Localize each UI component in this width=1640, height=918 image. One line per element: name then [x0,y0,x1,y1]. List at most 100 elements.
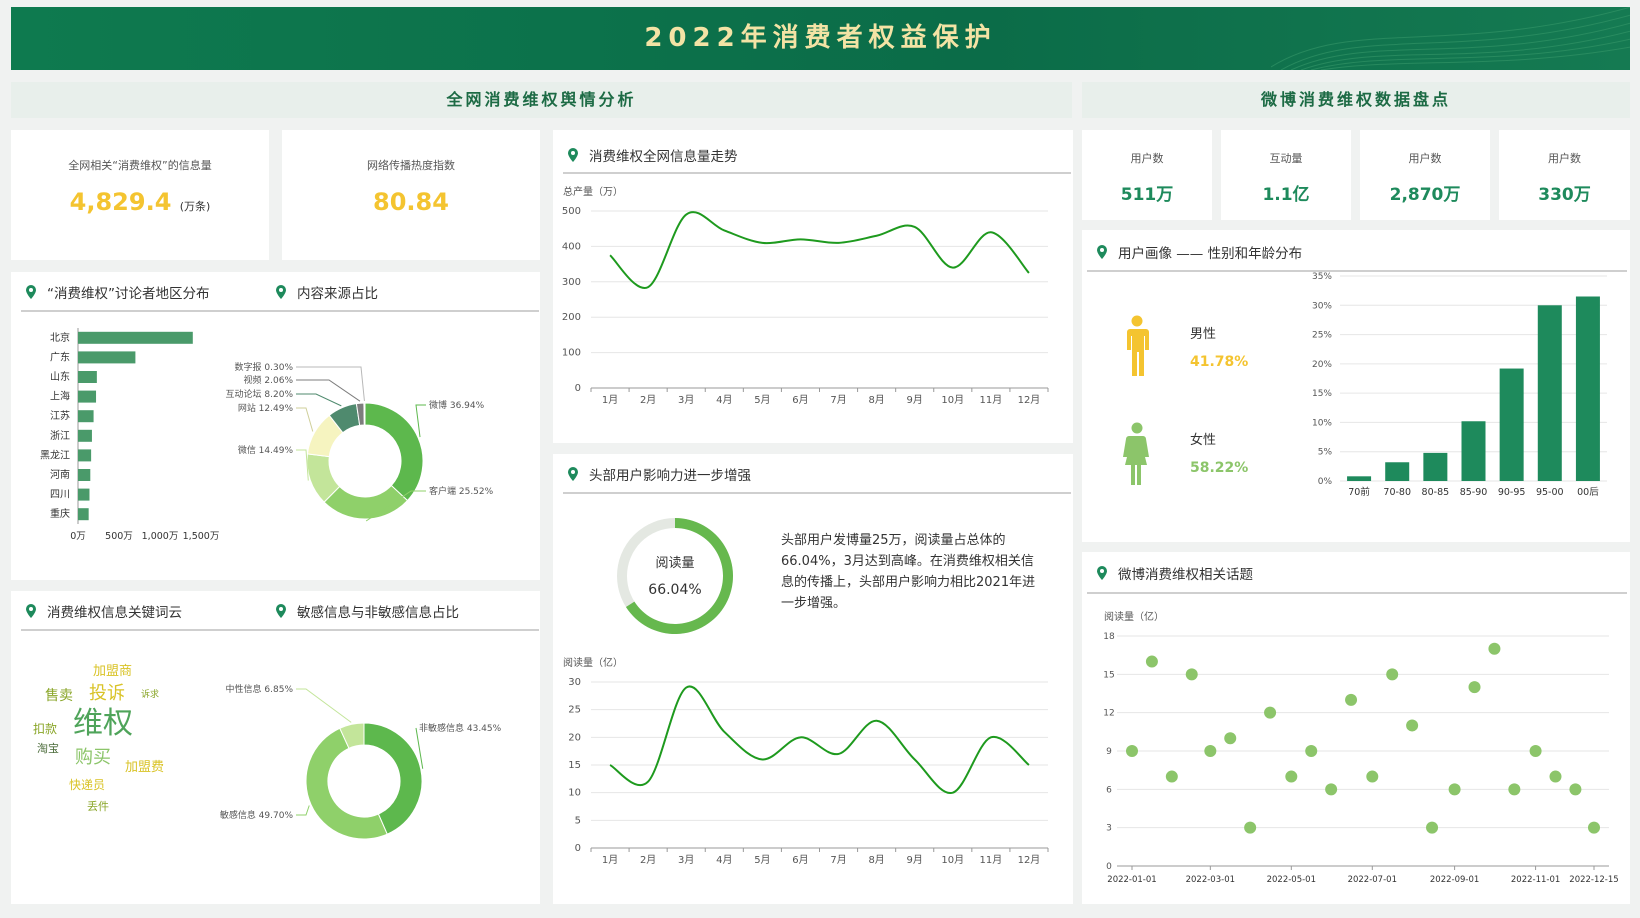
y-tick-label: 100 [562,348,581,359]
keyword-6: 淘宝 [37,742,59,755]
kpi-number: 80.84 [373,188,449,216]
y-tick-label: 25 [568,705,581,716]
kpi-card-users-1: 用户数 511万 [1082,130,1212,220]
bar-00后 [1575,296,1600,481]
panel-title-text: “消费维权”讨论者地区分布 [47,286,210,302]
y-tick-label: 400 [562,241,581,252]
divider [1087,592,1627,594]
slice-数字报 [363,402,366,426]
y-tick-label: 30 [568,677,581,688]
scatter-point [1386,668,1399,681]
bar-山东 [78,371,97,383]
location-icon [26,285,36,299]
divider [21,310,539,312]
x-tick-label: 2022-11-01 [1511,875,1560,885]
y-tick-label: 9 [1106,747,1112,757]
x-tick-label: 4月 [716,394,732,406]
y-tick-label: 0% [1318,477,1333,487]
trend-card: 消费维权全网信息量走势 总产量（万） 0 100 200 300 400 500 1月 2月 3月… [553,130,1073,443]
scatter-point [1264,706,1277,719]
series-line [609,211,1030,289]
panel-title-sensitive: 敏感信息与非敏感信息占比 [273,591,459,631]
y-tick-label: 浙江 [50,430,70,442]
x-tick-label: 12月 [1018,394,1041,406]
x-tick-label: 2月 [640,854,656,866]
panel-title-keywords: 消费维权信息关键词云 [23,591,182,631]
scatter-point [1406,719,1419,732]
x-tick-label: 5月 [754,854,770,866]
panel-title-text: 微博消费维权相关话题 [1118,567,1253,583]
label-line [415,404,426,438]
y-tick-label: 25% [1312,331,1332,341]
keyword-sensitive-card: 消费维权信息关键词云 敏感信息与非敏感信息占比 加盟商 售卖 投诉 诉求 扣款 维权 淘宝 购… [11,591,540,904]
bar-河南 [78,469,91,481]
influence-card: 头部用户影响力进一步增强 阅读量 66.04% 头部用户发博量25万，阅读量占总… [553,454,1073,904]
y-tick-label: 10% [1312,418,1332,428]
x-tick-label: 8月 [868,854,884,866]
x-tick-label: 500万 [105,531,133,542]
y-tick-label: 重庆 [50,507,70,520]
y-tick-label: 20% [1312,360,1332,370]
kpi-value: 4,829.4 (万条) [11,188,269,216]
y-tick-label: 300 [562,277,581,288]
scatter-point [1448,783,1461,796]
y-tick-label: 15% [1312,389,1332,399]
kpi-label: 用户数 [1548,152,1581,165]
kpi-card-interactions: 互动量 1.1亿 [1221,130,1351,220]
x-tick-label: 2022-09-01 [1430,875,1479,885]
y-tick-label: 河南 [50,468,70,481]
x-tick-label: 10月 [941,394,964,406]
kpi-label: 网络传播热度指数 [367,159,455,172]
bar-上海 [78,390,97,403]
scatter-point [1165,770,1178,783]
keyword-10: 丢件 [87,800,109,813]
x-tick-label: 7月 [830,854,846,866]
divider [563,492,1071,494]
sensitive-donut-chart: 非敏感信息 43.45% 敏感信息 49.70% 中性信息 6.85% [220,683,502,840]
keyword-1: 售卖 [45,688,73,704]
y-tick-label: 黑龙江 [40,448,70,461]
scatter-point [1126,745,1138,757]
kpi-number: 4,829.4 [69,188,172,216]
header-banner: 2022年消费者权益保护 [11,7,1630,70]
y-tick-label: 20 [568,732,581,743]
female-value: 58.22% [1190,460,1249,476]
keyword-3: 诉求 [141,690,160,700]
kpi-value: 1.1亿 [1262,185,1310,205]
slice-label: 非敏感信息 43.45% [419,722,502,734]
divider [563,172,1071,174]
slice-非敏感信息 [363,722,423,835]
slice-label: 微信 14.49% [238,444,294,456]
label-line [296,688,352,723]
x-tick-label: 6月 [792,394,808,406]
scatter-point [1588,821,1600,834]
y-axis-title: 阅读量（亿） [1104,610,1164,623]
x-tick-label: 70-80 [1383,487,1411,498]
panel-title-region: “消费维权”讨论者地区分布 [23,272,210,312]
keyword-cloud: 加盟商 售卖 投诉 诉求 扣款 维权 淘宝 购买 加盟费 快递员 丢件 [11,631,211,901]
y-tick-label: 15 [568,760,581,771]
panel-title-text: 头部用户影响力进一步增强 [589,468,751,484]
x-tick-label: 0万 [70,531,86,542]
bar-85-90 [1461,421,1486,481]
topics-card: 微博消费维权相关话题 阅读量（亿） 0 3 6 9 12 15 18 2022-01-01 202… [1082,552,1630,904]
keyword-5: 维权 [73,706,133,741]
series-line [609,685,1030,794]
x-tick-label: 11月 [980,394,1003,406]
x-tick-label: 7月 [830,394,846,406]
panel-title-topics: 微博消费维权相关话题 [1094,553,1253,593]
divider [21,629,539,631]
bar-70-80 [1385,462,1410,481]
scatter-point [1426,821,1439,834]
y-tick-label: 12 [1103,709,1114,719]
slice-label: 客户端 25.52% [429,485,494,497]
bar-广东 [78,351,136,364]
slice-label: 互动论坛 8.20% [226,388,294,400]
bar-重庆 [78,508,89,521]
bar-江苏 [78,410,94,423]
y-tick-label: 四川 [50,490,70,501]
slice-中性信息 [339,722,365,749]
label-line [296,393,342,407]
read-share-donut [617,518,733,634]
